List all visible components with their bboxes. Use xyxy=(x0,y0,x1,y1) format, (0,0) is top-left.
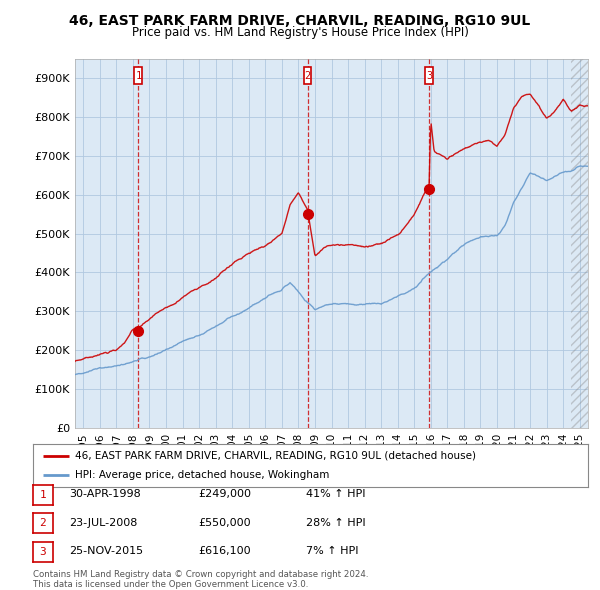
Text: 3: 3 xyxy=(40,547,46,556)
Text: 25-NOV-2015: 25-NOV-2015 xyxy=(69,546,143,556)
Text: 46, EAST PARK FARM DRIVE, CHARVIL, READING, RG10 9UL (detached house): 46, EAST PARK FARM DRIVE, CHARVIL, READI… xyxy=(74,451,476,461)
Text: 2: 2 xyxy=(40,519,46,528)
Text: 30-APR-1998: 30-APR-1998 xyxy=(69,490,141,499)
Text: 41% ↑ HPI: 41% ↑ HPI xyxy=(306,490,365,499)
Text: 23-JUL-2008: 23-JUL-2008 xyxy=(69,518,137,527)
Text: 28% ↑ HPI: 28% ↑ HPI xyxy=(306,518,365,527)
Text: £550,000: £550,000 xyxy=(198,518,251,527)
Text: 46, EAST PARK FARM DRIVE, CHARVIL, READING, RG10 9UL: 46, EAST PARK FARM DRIVE, CHARVIL, READI… xyxy=(70,14,530,28)
Text: £616,100: £616,100 xyxy=(198,546,251,556)
Text: £249,000: £249,000 xyxy=(198,490,251,499)
Text: 7% ↑ HPI: 7% ↑ HPI xyxy=(306,546,359,556)
Text: 2: 2 xyxy=(304,71,311,81)
Text: Contains HM Land Registry data © Crown copyright and database right 2024.: Contains HM Land Registry data © Crown c… xyxy=(33,570,368,579)
FancyBboxPatch shape xyxy=(425,67,433,84)
Text: 1: 1 xyxy=(40,490,46,500)
Bar xyxy=(571,59,588,428)
FancyBboxPatch shape xyxy=(134,67,142,84)
FancyBboxPatch shape xyxy=(304,67,311,84)
Text: 3: 3 xyxy=(426,71,432,81)
Text: HPI: Average price, detached house, Wokingham: HPI: Average price, detached house, Woki… xyxy=(74,470,329,480)
Text: 1: 1 xyxy=(135,71,142,81)
Text: Price paid vs. HM Land Registry's House Price Index (HPI): Price paid vs. HM Land Registry's House … xyxy=(131,26,469,39)
Text: This data is licensed under the Open Government Licence v3.0.: This data is licensed under the Open Gov… xyxy=(33,579,308,589)
